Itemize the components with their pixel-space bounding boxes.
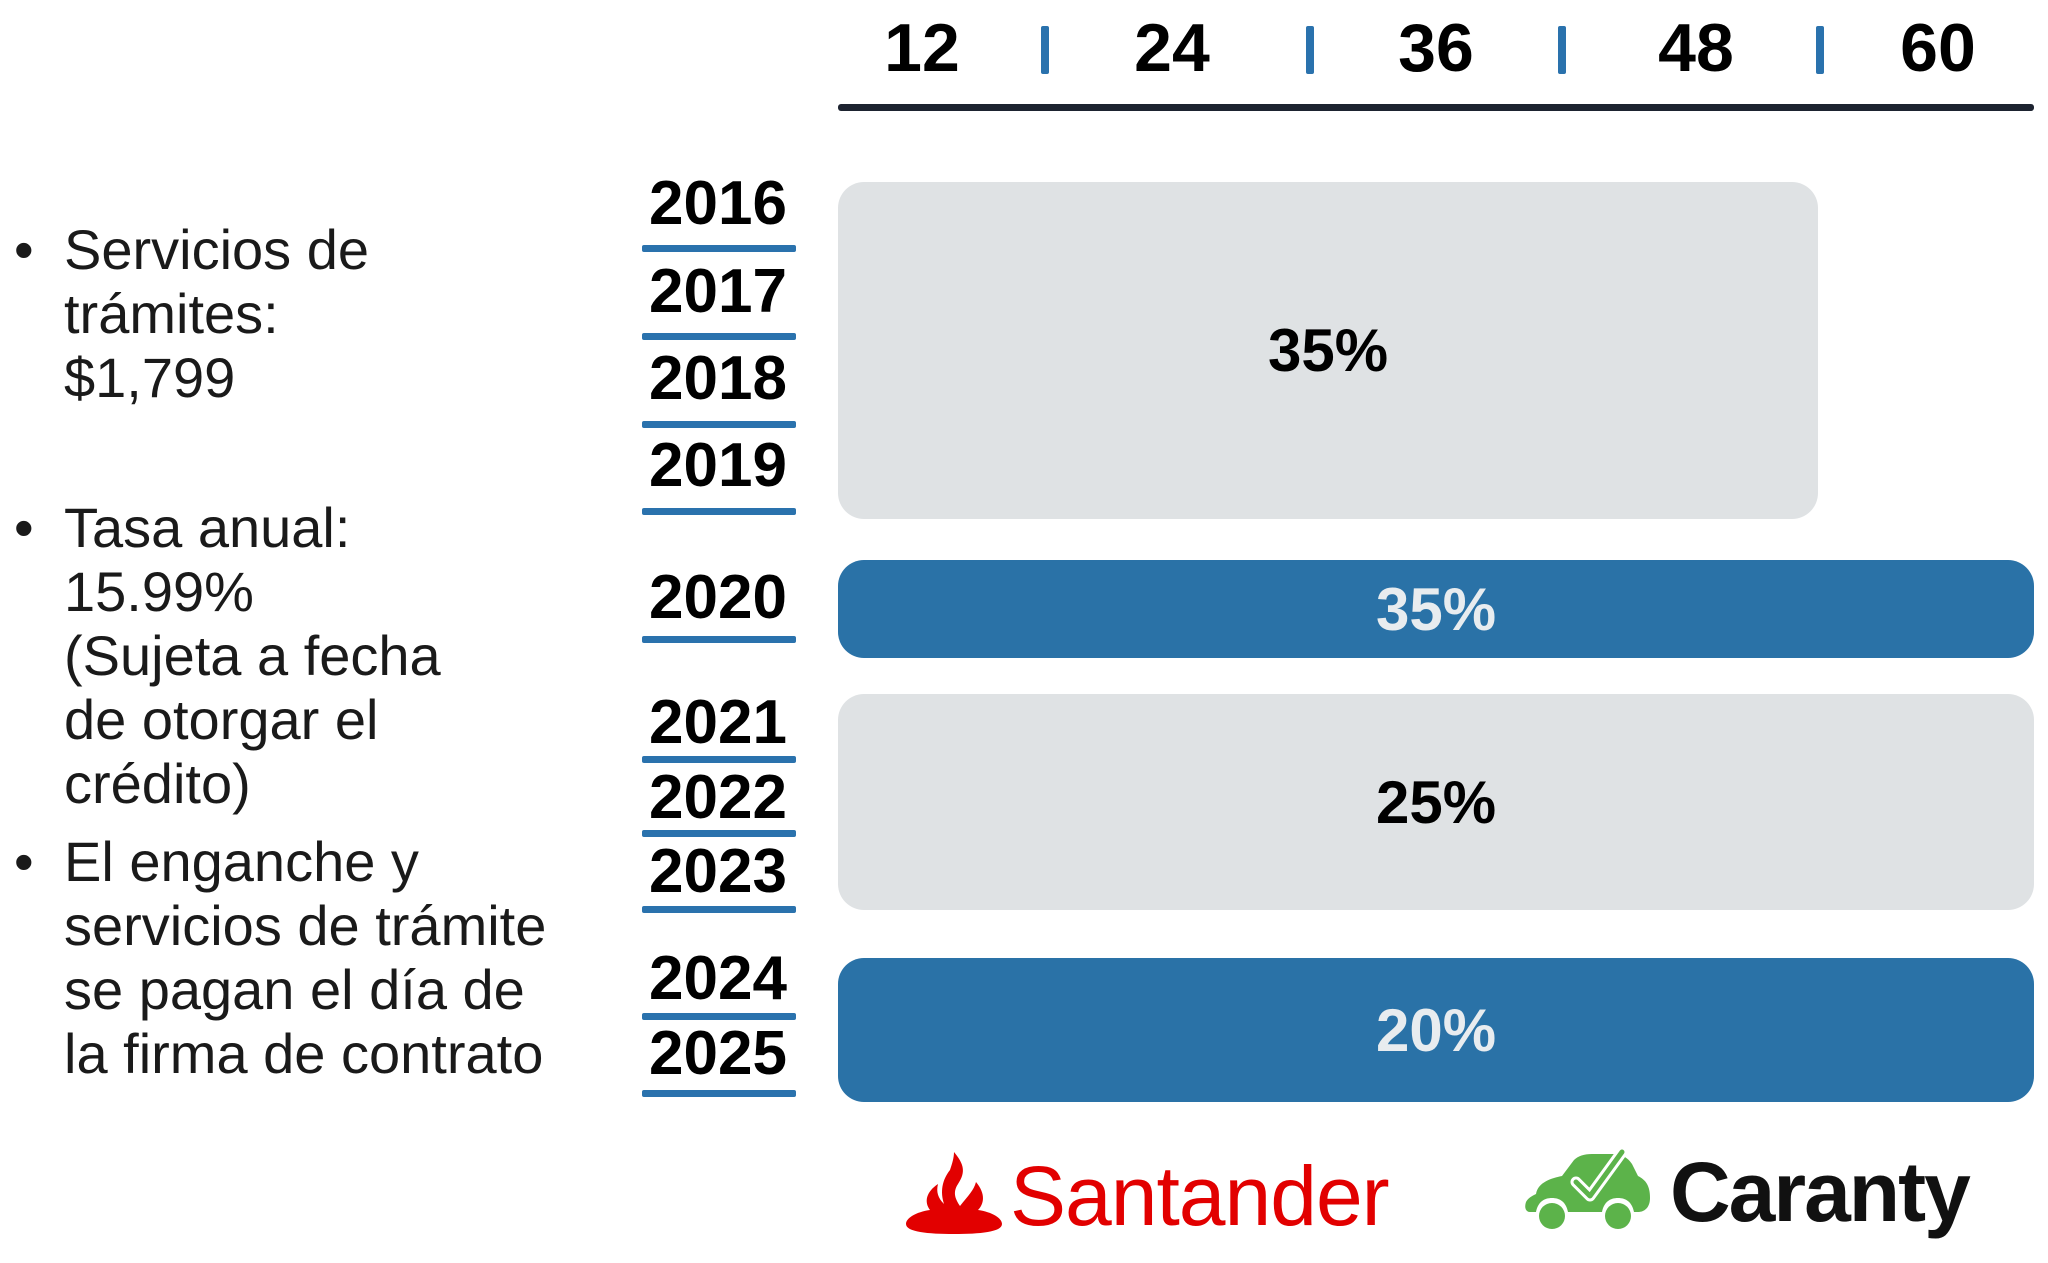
year-underline	[642, 1013, 796, 1020]
year-underline	[642, 508, 796, 515]
car-check-icon	[1525, 1148, 1650, 1229]
term-label-12: 12	[884, 10, 960, 86]
year-label: 2025	[649, 1019, 787, 1088]
bullet-line: servicios de trámite	[64, 894, 547, 957]
year-label: 2023	[649, 837, 787, 906]
bullet-line: (Sujeta a fecha	[64, 624, 441, 687]
bar-label: 25%	[1375, 768, 1497, 836]
year-label: 2017	[649, 257, 787, 326]
bullet-line: El enganche y	[64, 830, 419, 893]
term-label-24: 24	[1134, 10, 1210, 86]
year-label: 2016	[649, 169, 787, 238]
bullet-line: trámites:	[64, 282, 279, 345]
year-underline	[642, 421, 796, 428]
bar-label: 35%	[1375, 575, 1497, 643]
year-underline	[642, 333, 796, 340]
year-underline	[642, 906, 796, 913]
term-label-36: 36	[1398, 10, 1474, 86]
bar-2024-2025: 20%	[838, 958, 2034, 1102]
bullet-tasa-anual: • Tasa anual: 15.99% (Sujeta a fecha de …	[14, 496, 574, 826]
bar-label: 20%	[1375, 996, 1497, 1064]
year-label: 2024	[649, 944, 787, 1013]
bar-label: 35%	[1267, 317, 1389, 384]
year-label: 2020	[649, 563, 787, 632]
santander-wordmark: Santander	[1010, 1149, 1390, 1243]
bullet-line: se pagan el día de	[64, 958, 525, 1021]
bullet-dot: •	[14, 830, 34, 893]
bullet-dot: •	[14, 218, 34, 281]
bullet-line: $1,799	[64, 346, 236, 409]
caranty-wordmark: Caranty	[1670, 1145, 1971, 1239]
bullet-dot: •	[14, 496, 34, 559]
bullet-line: Servicios de	[64, 218, 370, 281]
year-underline	[642, 636, 796, 643]
bullet-line: 15.99%	[64, 560, 254, 623]
term-label-60: 60	[1900, 10, 1976, 86]
term-separator	[1558, 26, 1566, 74]
bullet-line: Tasa anual:	[64, 496, 351, 559]
year-label: 2022	[649, 763, 787, 832]
bullet-line: crédito)	[64, 752, 251, 815]
term-label-48: 48	[1658, 10, 1734, 86]
bullet-tramites: • Servicios de trámites: $1,799	[14, 218, 574, 418]
bar-2021-2023: 25%	[838, 694, 2034, 910]
bullet-line: la firma de contrato	[64, 1022, 544, 1085]
year-label: 2019	[649, 431, 787, 500]
year-underline	[642, 1090, 796, 1097]
year-label: 2021	[649, 688, 787, 757]
bar-2020: 35%	[838, 560, 2034, 658]
term-separator	[1306, 26, 1314, 74]
bar-2016-2019: 35%	[838, 182, 1818, 519]
header-rule	[838, 104, 2034, 111]
year-underline	[642, 245, 796, 252]
year-underline	[642, 830, 796, 837]
bullet-enganche: • El enganche y servicios de trámite se …	[14, 830, 574, 1090]
bullet-line: de otorgar el	[64, 688, 379, 751]
year-underline	[642, 756, 796, 763]
term-separator	[1816, 26, 1824, 74]
year-label: 2018	[649, 344, 787, 413]
term-separator	[1041, 26, 1049, 74]
flame-icon	[906, 1152, 1002, 1234]
